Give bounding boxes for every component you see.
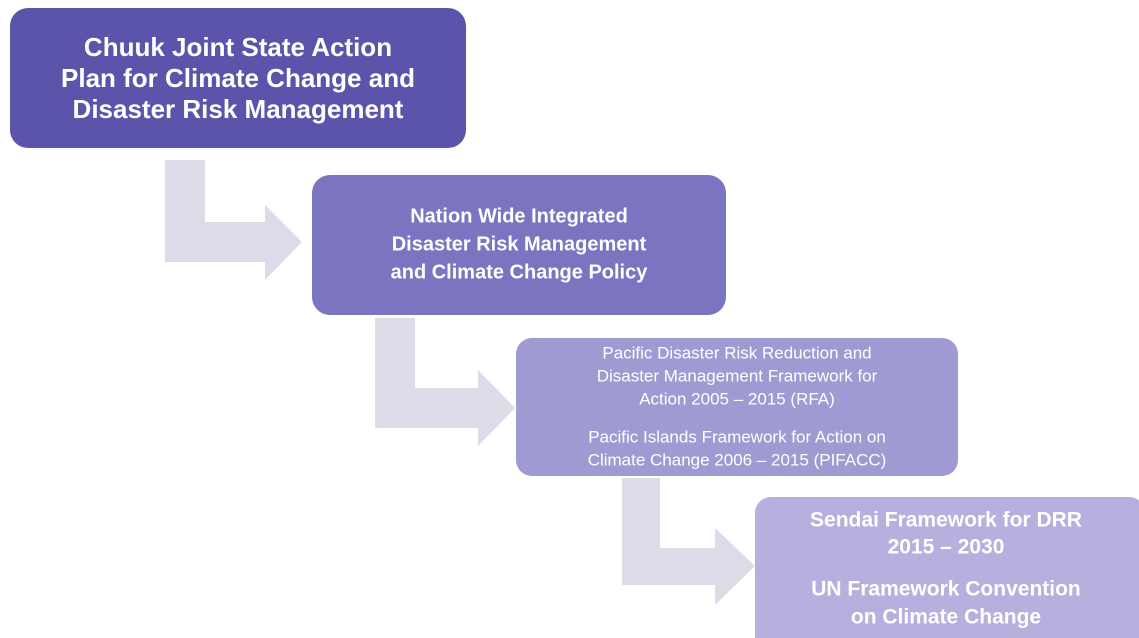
node-text: and Climate Change Policy xyxy=(391,261,649,283)
node-text: Action 2005 – 2015 (RFA) xyxy=(639,389,835,408)
node-text: 2015 – 2030 xyxy=(888,536,1005,559)
node-box xyxy=(516,338,958,476)
node-text: Pacific Islands Framework for Action on xyxy=(588,427,886,446)
node-text: Disaster Risk Management xyxy=(73,94,404,124)
node-text: UN Framework Convention xyxy=(811,578,1081,601)
node-text: Plan for Climate Change and xyxy=(61,63,415,93)
node-text: Disaster Risk Management xyxy=(392,233,647,255)
node-text: Chuuk Joint State Action xyxy=(84,32,392,62)
node-text: Climate Change 2006 – 2015 (PIFACC) xyxy=(588,450,887,469)
node-text: on Climate Change xyxy=(851,606,1041,629)
node-text: Disaster Management Framework for xyxy=(597,366,878,385)
node-text: Pacific Disaster Risk Reduction and xyxy=(602,343,871,362)
node-box xyxy=(755,497,1139,638)
node-box xyxy=(312,175,726,315)
node-text: Sendai Framework for DRR xyxy=(810,509,1082,532)
arrow xyxy=(165,160,302,280)
node-text: Nation Wide Integrated xyxy=(410,205,628,227)
arrow xyxy=(375,318,515,446)
node-box xyxy=(10,8,466,148)
arrow xyxy=(622,478,755,605)
